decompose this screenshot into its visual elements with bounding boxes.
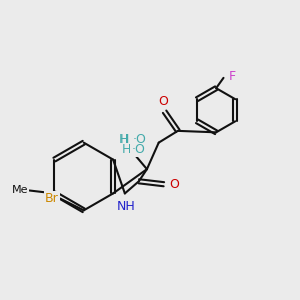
Text: NH: NH (117, 200, 136, 213)
Text: O: O (158, 95, 168, 108)
Text: H: H (118, 134, 128, 146)
Text: ·O: ·O (131, 143, 145, 157)
Text: Br: Br (45, 192, 59, 205)
Text: H: H (120, 133, 129, 146)
Text: ·O: ·O (132, 133, 146, 146)
Text: H: H (122, 143, 131, 157)
Text: F: F (229, 70, 236, 83)
Text: Me: Me (11, 185, 28, 196)
Text: O: O (169, 178, 179, 191)
